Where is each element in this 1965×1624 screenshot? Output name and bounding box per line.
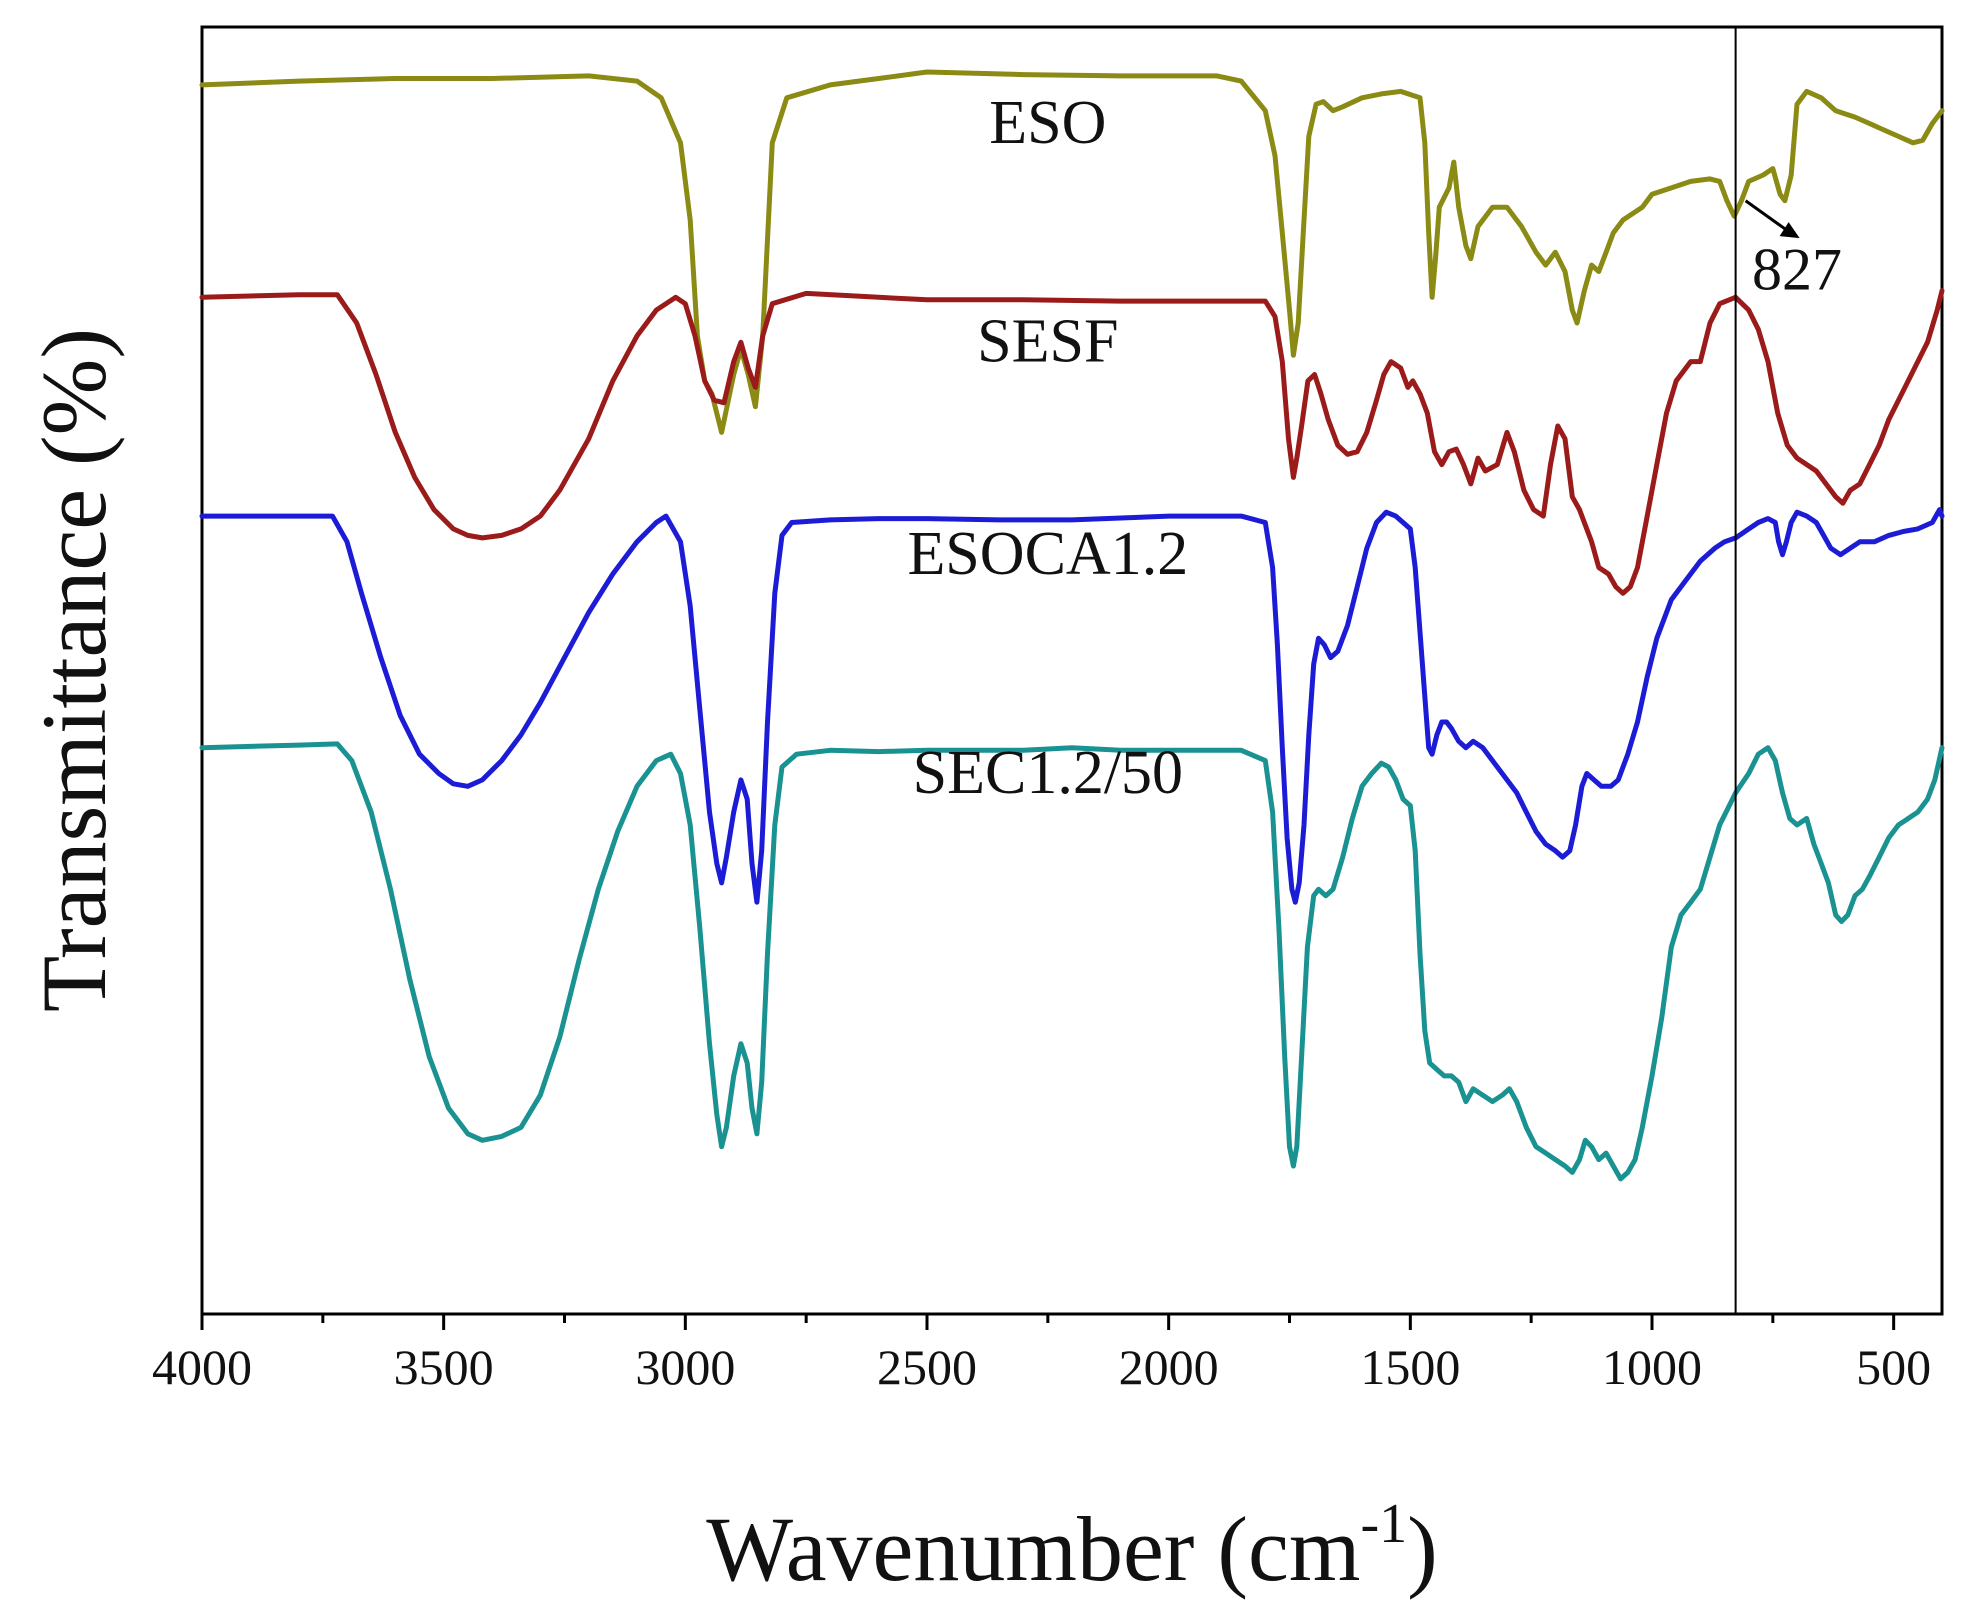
series-group [199, 69, 1945, 1182]
plot-frame [200, 25, 1944, 1316]
x-axis-title-sup: -1 [1360, 1493, 1407, 1555]
series-line-eso [199, 69, 1945, 435]
x-tick-label-3000: 3000 [635, 1339, 735, 1395]
series-line-sec1-2-50 [199, 741, 1945, 1182]
annotation-label: 827 [1752, 237, 1842, 303]
y-axis-title: Transmittance (%) [23, 328, 125, 1012]
x-tick-label-2500: 2500 [877, 1339, 977, 1395]
x-tick-label-2000: 2000 [1119, 1339, 1219, 1395]
series-line-esoca1-2 [199, 507, 1945, 905]
annotation-827: 827 [1734, 27, 1842, 1314]
series-label-esoca1-2: ESOCA1.2 [907, 520, 1188, 588]
series-label-sec1-2-50: SEC1.2/50 [913, 739, 1183, 807]
x-axis-title: Wavenumber (cm-1) [706, 1493, 1438, 1600]
x-axis-title-close: ) [1407, 1498, 1438, 1600]
series-label-eso: ESO [989, 89, 1106, 157]
series-label-sesf: SESF [977, 308, 1118, 376]
x-ticks: 4000 3500 3000 2500 2000 1500 1000 500 [152, 1314, 1931, 1395]
x-tick-label-500: 500 [1856, 1339, 1931, 1395]
series-line-sesf [199, 288, 1945, 596]
x-tick-label-1000: 1000 [1602, 1339, 1702, 1395]
x-tick-label-4000: 4000 [152, 1339, 252, 1395]
series-labels: ESO SESF ESOCA1.2 SEC1.2/50 [907, 89, 1188, 807]
annotation-arrow-head [1779, 222, 1800, 239]
x-tick-label-1500: 1500 [1360, 1339, 1460, 1395]
x-tick-label-3500: 3500 [394, 1339, 494, 1395]
x-axis-title-main: Wavenumber (cm [706, 1498, 1360, 1600]
